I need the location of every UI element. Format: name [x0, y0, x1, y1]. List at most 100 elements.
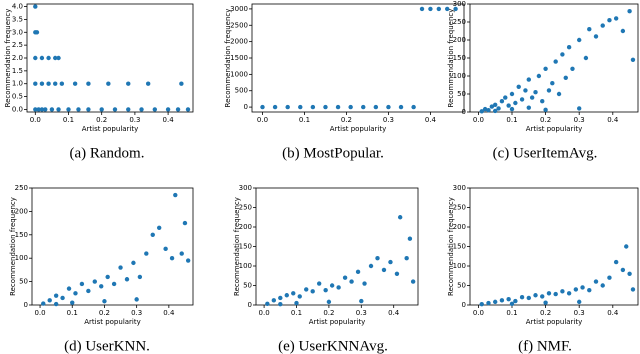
point — [33, 55, 38, 61]
point — [577, 299, 582, 305]
axes-frame — [469, 3, 639, 113]
x-tick-label: 0.1 — [506, 309, 517, 317]
point — [593, 34, 599, 39]
point — [624, 244, 629, 249]
point — [509, 301, 515, 307]
point — [553, 59, 558, 64]
point — [583, 55, 589, 61]
y-tick-label: 1.5 — [12, 67, 23, 75]
point — [499, 99, 505, 104]
point — [519, 295, 525, 300]
point — [260, 104, 265, 110]
point — [144, 251, 149, 256]
point — [59, 81, 65, 86]
point — [607, 18, 612, 23]
point — [33, 81, 38, 86]
y-tick-label: 50 — [243, 282, 252, 290]
point — [310, 289, 315, 294]
point — [131, 260, 136, 266]
point — [39, 55, 45, 61]
point — [156, 225, 162, 230]
point — [543, 66, 548, 72]
point — [397, 215, 403, 220]
y-tick-label: 250 — [453, 18, 466, 26]
y-tick-label: 250 — [453, 204, 466, 212]
point — [519, 97, 525, 102]
point — [503, 95, 508, 100]
point — [294, 300, 299, 306]
point — [563, 75, 568, 81]
caption: (b) MostPopular. — [282, 145, 384, 161]
point — [506, 296, 511, 302]
point — [375, 256, 380, 261]
point — [410, 279, 416, 284]
x-tick-label: 0.1 — [506, 116, 517, 124]
point — [285, 104, 290, 110]
point — [175, 107, 181, 112]
point — [506, 103, 511, 108]
point — [342, 275, 348, 280]
point — [482, 106, 488, 112]
point — [73, 291, 78, 296]
point — [43, 107, 48, 112]
point — [630, 287, 636, 292]
point — [348, 104, 353, 110]
y-axis-label: Recommendation frequency — [447, 197, 455, 296]
point — [513, 298, 518, 304]
point — [278, 302, 283, 307]
point — [271, 298, 277, 303]
x-tick-label: 0.4 — [425, 116, 437, 124]
point — [284, 293, 289, 298]
y-tick-label: 200 — [453, 223, 466, 231]
point — [404, 256, 409, 261]
y-tick-label: 300 — [239, 184, 252, 192]
point — [310, 104, 316, 110]
y-tick-label: 0.0 — [12, 105, 23, 113]
point — [34, 30, 40, 35]
x-axis-label: Artist popularity — [526, 318, 583, 326]
point — [540, 294, 545, 299]
point — [137, 274, 143, 280]
y-tick-label: 0.5 — [12, 93, 23, 101]
point — [479, 302, 484, 307]
point — [152, 107, 158, 112]
point — [139, 107, 144, 112]
point — [79, 281, 85, 287]
y-tick-label: 100 — [15, 254, 28, 262]
point — [560, 52, 565, 57]
x-tick-label: 0.0 — [30, 116, 41, 124]
point — [86, 288, 91, 294]
point — [436, 6, 442, 12]
point — [112, 107, 118, 112]
point — [76, 107, 81, 112]
point — [540, 99, 545, 104]
point — [169, 256, 175, 261]
point — [587, 27, 592, 32]
point — [49, 107, 55, 112]
point — [386, 104, 391, 110]
point — [566, 291, 572, 296]
point — [580, 285, 585, 290]
point — [373, 104, 379, 110]
x-axis-label: Artist popularity — [82, 125, 139, 133]
x-tick-label: 0.4 — [607, 116, 619, 124]
y-tick-label: 200 — [15, 207, 28, 215]
point — [185, 107, 191, 112]
y-tick-label: 100 — [453, 72, 466, 80]
point — [428, 6, 433, 12]
point — [53, 55, 58, 61]
point — [627, 9, 632, 14]
point — [536, 73, 542, 79]
point — [553, 291, 558, 297]
point — [278, 295, 283, 301]
y-tick-label: 50 — [19, 278, 28, 286]
point — [92, 279, 97, 284]
y-tick-label: 2.5 — [12, 41, 23, 49]
point — [86, 81, 91, 86]
axes-frame — [26, 3, 194, 113]
point — [36, 107, 41, 112]
point — [493, 299, 498, 305]
y-tick-label: 3.0 — [12, 28, 23, 36]
point — [66, 107, 71, 112]
